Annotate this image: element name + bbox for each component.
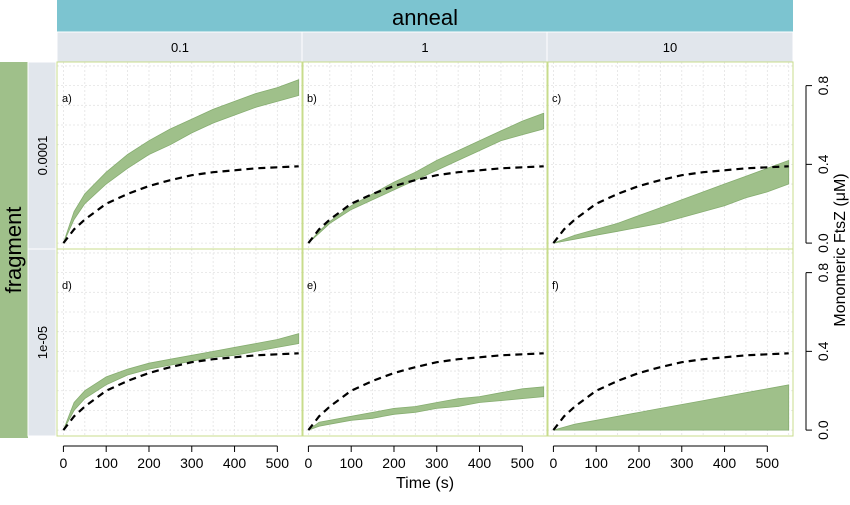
x-tick-label: 500 — [756, 455, 780, 471]
col-facet-strip — [57, 0, 793, 32]
y-axis-title: Monomeric FtsZ (μM) — [832, 173, 849, 326]
panel-label: e) — [307, 280, 317, 292]
confidence-band — [63, 333, 300, 431]
panel-background — [302, 62, 548, 249]
col-strip-label: 1 — [421, 40, 428, 55]
col-strip-2 — [546, 31, 794, 63]
panel-border — [546, 248, 794, 437]
y-tick-label: 0.4 — [815, 154, 831, 174]
x-tick-label: 300 — [425, 455, 449, 471]
x-tick-label: 100 — [585, 455, 609, 471]
y-tick-label: 0.0 — [815, 233, 831, 253]
x-tick-label: 300 — [180, 455, 204, 471]
x-tick-label: 200 — [627, 455, 651, 471]
x-tick-label: 300 — [670, 455, 694, 471]
col-strip-label: 10 — [663, 40, 677, 55]
x-tick-label: 400 — [713, 455, 737, 471]
y-tick-label: 0.8 — [815, 76, 831, 96]
row-strip-label: 1e-05 — [35, 326, 50, 359]
row-strip-label: 0.0001 — [35, 136, 50, 176]
x-tick-label: 0 — [305, 455, 313, 471]
panel-background — [57, 62, 303, 249]
x-tick-label: 100 — [95, 455, 119, 471]
y-tick-label: 0.8 — [815, 263, 831, 283]
x-tick-label: 100 — [340, 455, 364, 471]
row-strip-1 — [27, 248, 57, 437]
col-strip-0 — [56, 31, 304, 63]
panel-label: a) — [62, 93, 72, 105]
x-axis-title: Time (s) — [396, 475, 454, 492]
panel-border — [56, 248, 304, 437]
confidence-band — [308, 386, 545, 431]
panel-series-e: e) — [307, 280, 545, 431]
x-tick-label: 0 — [60, 455, 68, 471]
x-tick-label: 200 — [382, 455, 406, 471]
panel-label: c) — [552, 93, 561, 105]
x-tick-label: 400 — [468, 455, 492, 471]
panel-label: d) — [62, 280, 72, 292]
x-tick-label: 500 — [511, 455, 535, 471]
x-tick-label: 400 — [223, 455, 247, 471]
x-tick-label: 500 — [266, 455, 290, 471]
x-tick-label: 0 — [550, 455, 558, 471]
panel-series-b: b) — [307, 93, 545, 244]
x-tick-label: 200 — [137, 455, 161, 471]
confidence-band — [63, 79, 300, 244]
panel-0-1 — [302, 62, 548, 249]
row-facet-label: fragment — [1, 207, 26, 294]
panel-series-c: c) — [552, 93, 790, 244]
panel-series-d: d) — [62, 280, 300, 431]
panel-0-0 — [57, 62, 303, 249]
col-strip-1 — [301, 31, 549, 63]
panel-border — [301, 248, 549, 437]
confidence-band — [553, 159, 790, 244]
col-facet-label: anneal — [392, 5, 458, 30]
panel-label: b) — [307, 93, 317, 105]
panel-label: f) — [552, 280, 559, 292]
y-tick-label: 0.0 — [815, 420, 831, 440]
panel-series-a: a) — [62, 79, 300, 244]
panel-series-f: f) — [552, 280, 790, 431]
col-strip-label: 0.1 — [171, 40, 189, 55]
row-facet-strip — [0, 62, 28, 438]
row-strip-0 — [27, 61, 57, 250]
confidence-band — [553, 384, 790, 431]
y-tick-label: 0.4 — [815, 341, 831, 361]
